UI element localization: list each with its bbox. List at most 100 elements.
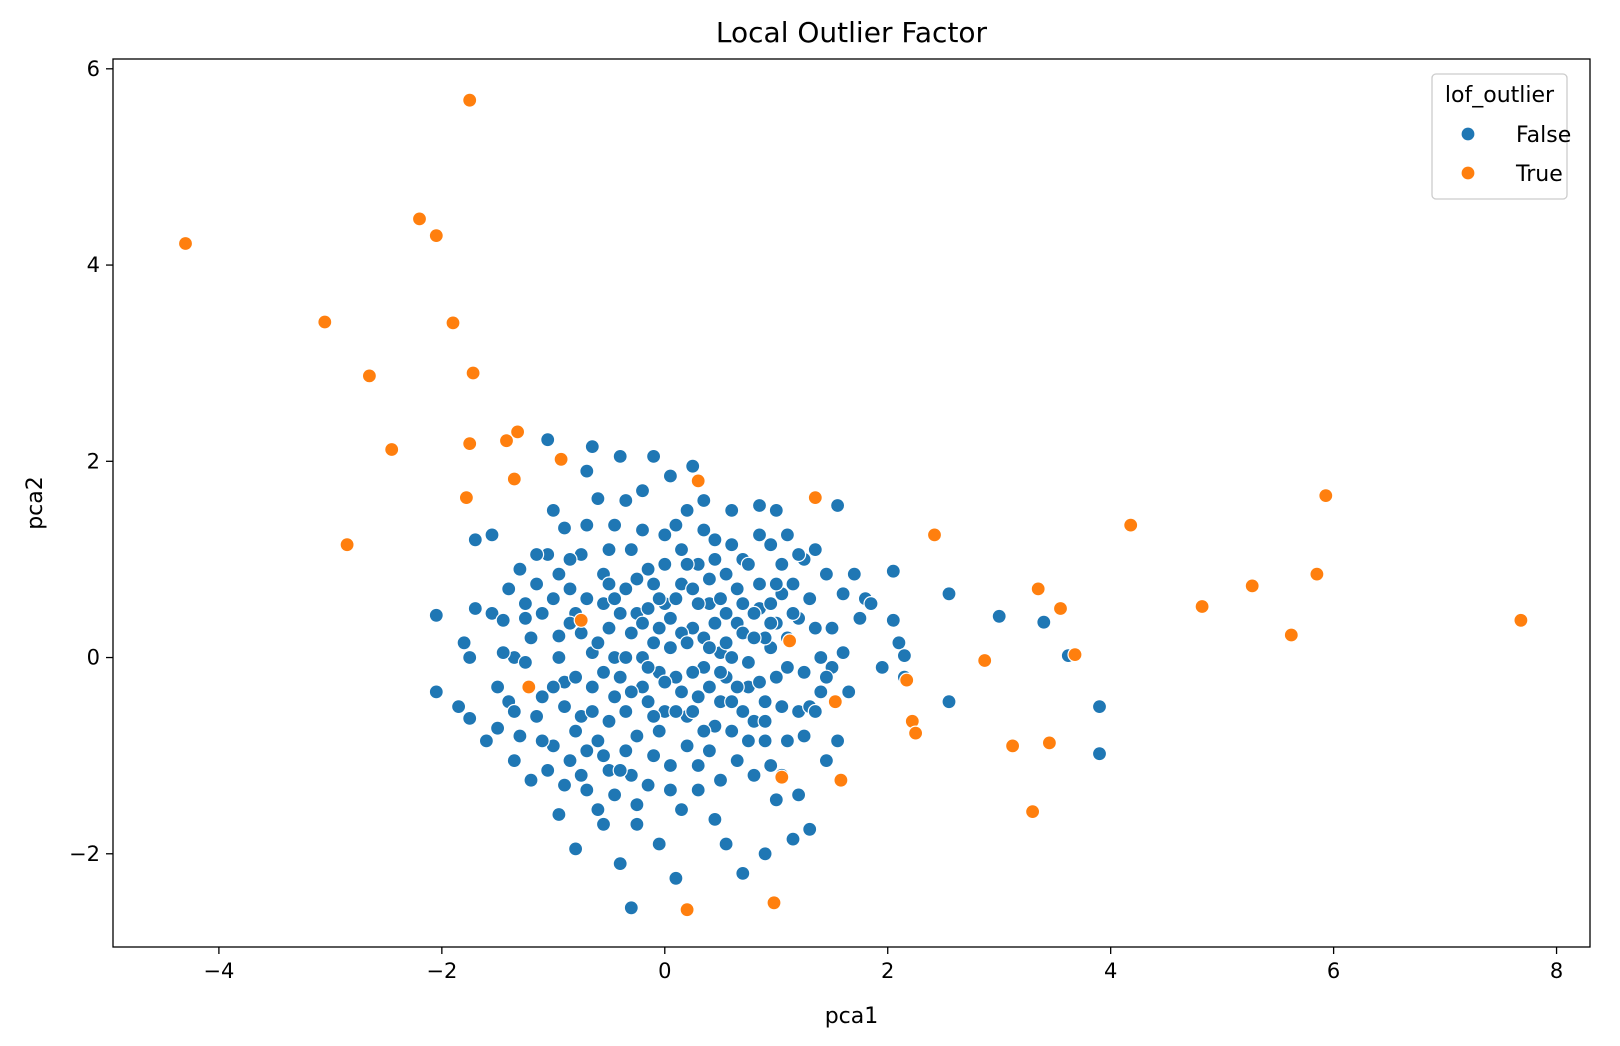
point-false-4 xyxy=(462,649,478,666)
point-true-19 xyxy=(679,902,695,918)
point-false-30 xyxy=(562,581,578,597)
point-false-153 xyxy=(590,801,606,818)
point-false-201 xyxy=(729,581,745,597)
point-false-254 xyxy=(645,708,662,725)
point-false-170 xyxy=(640,600,656,617)
point-false-5 xyxy=(462,710,478,727)
x-tick-label: 2 xyxy=(881,959,894,983)
point-false-269 xyxy=(729,679,745,695)
point-true-15 xyxy=(553,451,569,467)
point-false-142 xyxy=(534,605,550,622)
point-false-248 xyxy=(612,762,628,779)
x-tick-label: 8 xyxy=(1550,959,1563,983)
point-false-108 xyxy=(790,787,807,803)
chart-title: Local Outlier Factor xyxy=(716,16,988,49)
point-false-101 xyxy=(768,502,784,518)
point-false-61 xyxy=(651,723,667,739)
point-true-17 xyxy=(521,679,537,695)
point-true-31 xyxy=(1004,738,1021,754)
point-false-150 xyxy=(579,743,595,759)
point-false-276 xyxy=(768,576,784,592)
point-false-247 xyxy=(606,591,623,607)
legend-marker-true xyxy=(1460,165,1476,181)
point-false-36 xyxy=(579,782,595,798)
x-tick-label: 6 xyxy=(1327,959,1340,983)
point-false-255 xyxy=(651,591,667,607)
point-true-0 xyxy=(177,235,194,252)
point-false-227 xyxy=(490,679,506,695)
point-false-85 xyxy=(718,566,734,582)
point-false-206 xyxy=(740,654,757,671)
point-false-146 xyxy=(562,551,578,568)
point-false-260 xyxy=(679,635,695,651)
point-false-257 xyxy=(662,610,679,626)
point-false-31 xyxy=(567,841,584,857)
point-false-104 xyxy=(779,527,796,543)
point-true-29 xyxy=(926,527,943,543)
point-false-205 xyxy=(740,556,757,572)
point-false-75 xyxy=(690,782,706,798)
point-false-141 xyxy=(528,708,545,725)
point-false-74 xyxy=(685,458,701,474)
point-false-262 xyxy=(690,689,706,705)
point-false-35 xyxy=(579,463,595,479)
point-true-10 xyxy=(465,365,481,381)
point-false-162 xyxy=(618,703,634,720)
point-false-194 xyxy=(707,615,723,631)
point-false-97 xyxy=(757,846,773,862)
point-true-7 xyxy=(445,315,461,331)
point-true-43 xyxy=(1513,612,1529,628)
point-false-25 xyxy=(551,628,567,644)
point-false-278 xyxy=(785,605,801,622)
point-false-123 xyxy=(852,610,868,626)
point-false-26 xyxy=(551,806,567,823)
point-false-119 xyxy=(829,733,846,749)
point-false-103 xyxy=(774,698,790,715)
point-false-63 xyxy=(657,527,673,543)
point-false-118 xyxy=(829,497,846,514)
point-false-238 xyxy=(556,777,573,793)
point-false-131 xyxy=(896,647,913,664)
point-false-224 xyxy=(813,649,829,666)
point-false-185 xyxy=(685,664,701,680)
legend-label-false: False xyxy=(1516,123,1571,148)
point-false-187 xyxy=(690,595,706,612)
point-false-241 xyxy=(573,767,589,783)
point-false-275 xyxy=(763,615,779,631)
point-false-235 xyxy=(545,591,561,607)
point-false-279 xyxy=(790,546,807,563)
point-false-199 xyxy=(724,537,740,553)
point-false-9 xyxy=(484,527,500,543)
point-false-137 xyxy=(1091,698,1108,715)
point-true-35 xyxy=(1052,600,1069,617)
point-false-57 xyxy=(640,561,656,577)
point-false-132 xyxy=(941,586,957,602)
point-false-116 xyxy=(818,752,835,769)
point-false-169 xyxy=(640,694,656,710)
point-false-160 xyxy=(612,669,628,685)
point-true-13 xyxy=(509,424,526,440)
point-false-198 xyxy=(718,635,734,651)
point-false-250 xyxy=(623,684,639,700)
point-false-8 xyxy=(478,733,494,749)
point-false-171 xyxy=(645,748,662,764)
point-true-1 xyxy=(317,314,333,330)
points-layer xyxy=(177,92,1529,918)
point-false-258 xyxy=(668,703,684,720)
point-false-176 xyxy=(657,556,673,572)
x-tick-label: 4 xyxy=(1104,959,1117,983)
point-false-50 xyxy=(618,743,634,759)
point-false-129 xyxy=(891,635,907,651)
point-false-204 xyxy=(735,703,751,720)
point-false-213 xyxy=(763,595,779,612)
point-true-42 xyxy=(1318,488,1334,504)
point-false-22 xyxy=(540,432,556,448)
point-false-139 xyxy=(512,561,528,577)
point-true-16 xyxy=(573,612,589,628)
point-false-59 xyxy=(645,635,662,651)
point-false-178 xyxy=(662,782,679,798)
point-false-264 xyxy=(701,640,718,656)
point-false-87 xyxy=(724,502,740,518)
point-false-214 xyxy=(763,757,779,774)
